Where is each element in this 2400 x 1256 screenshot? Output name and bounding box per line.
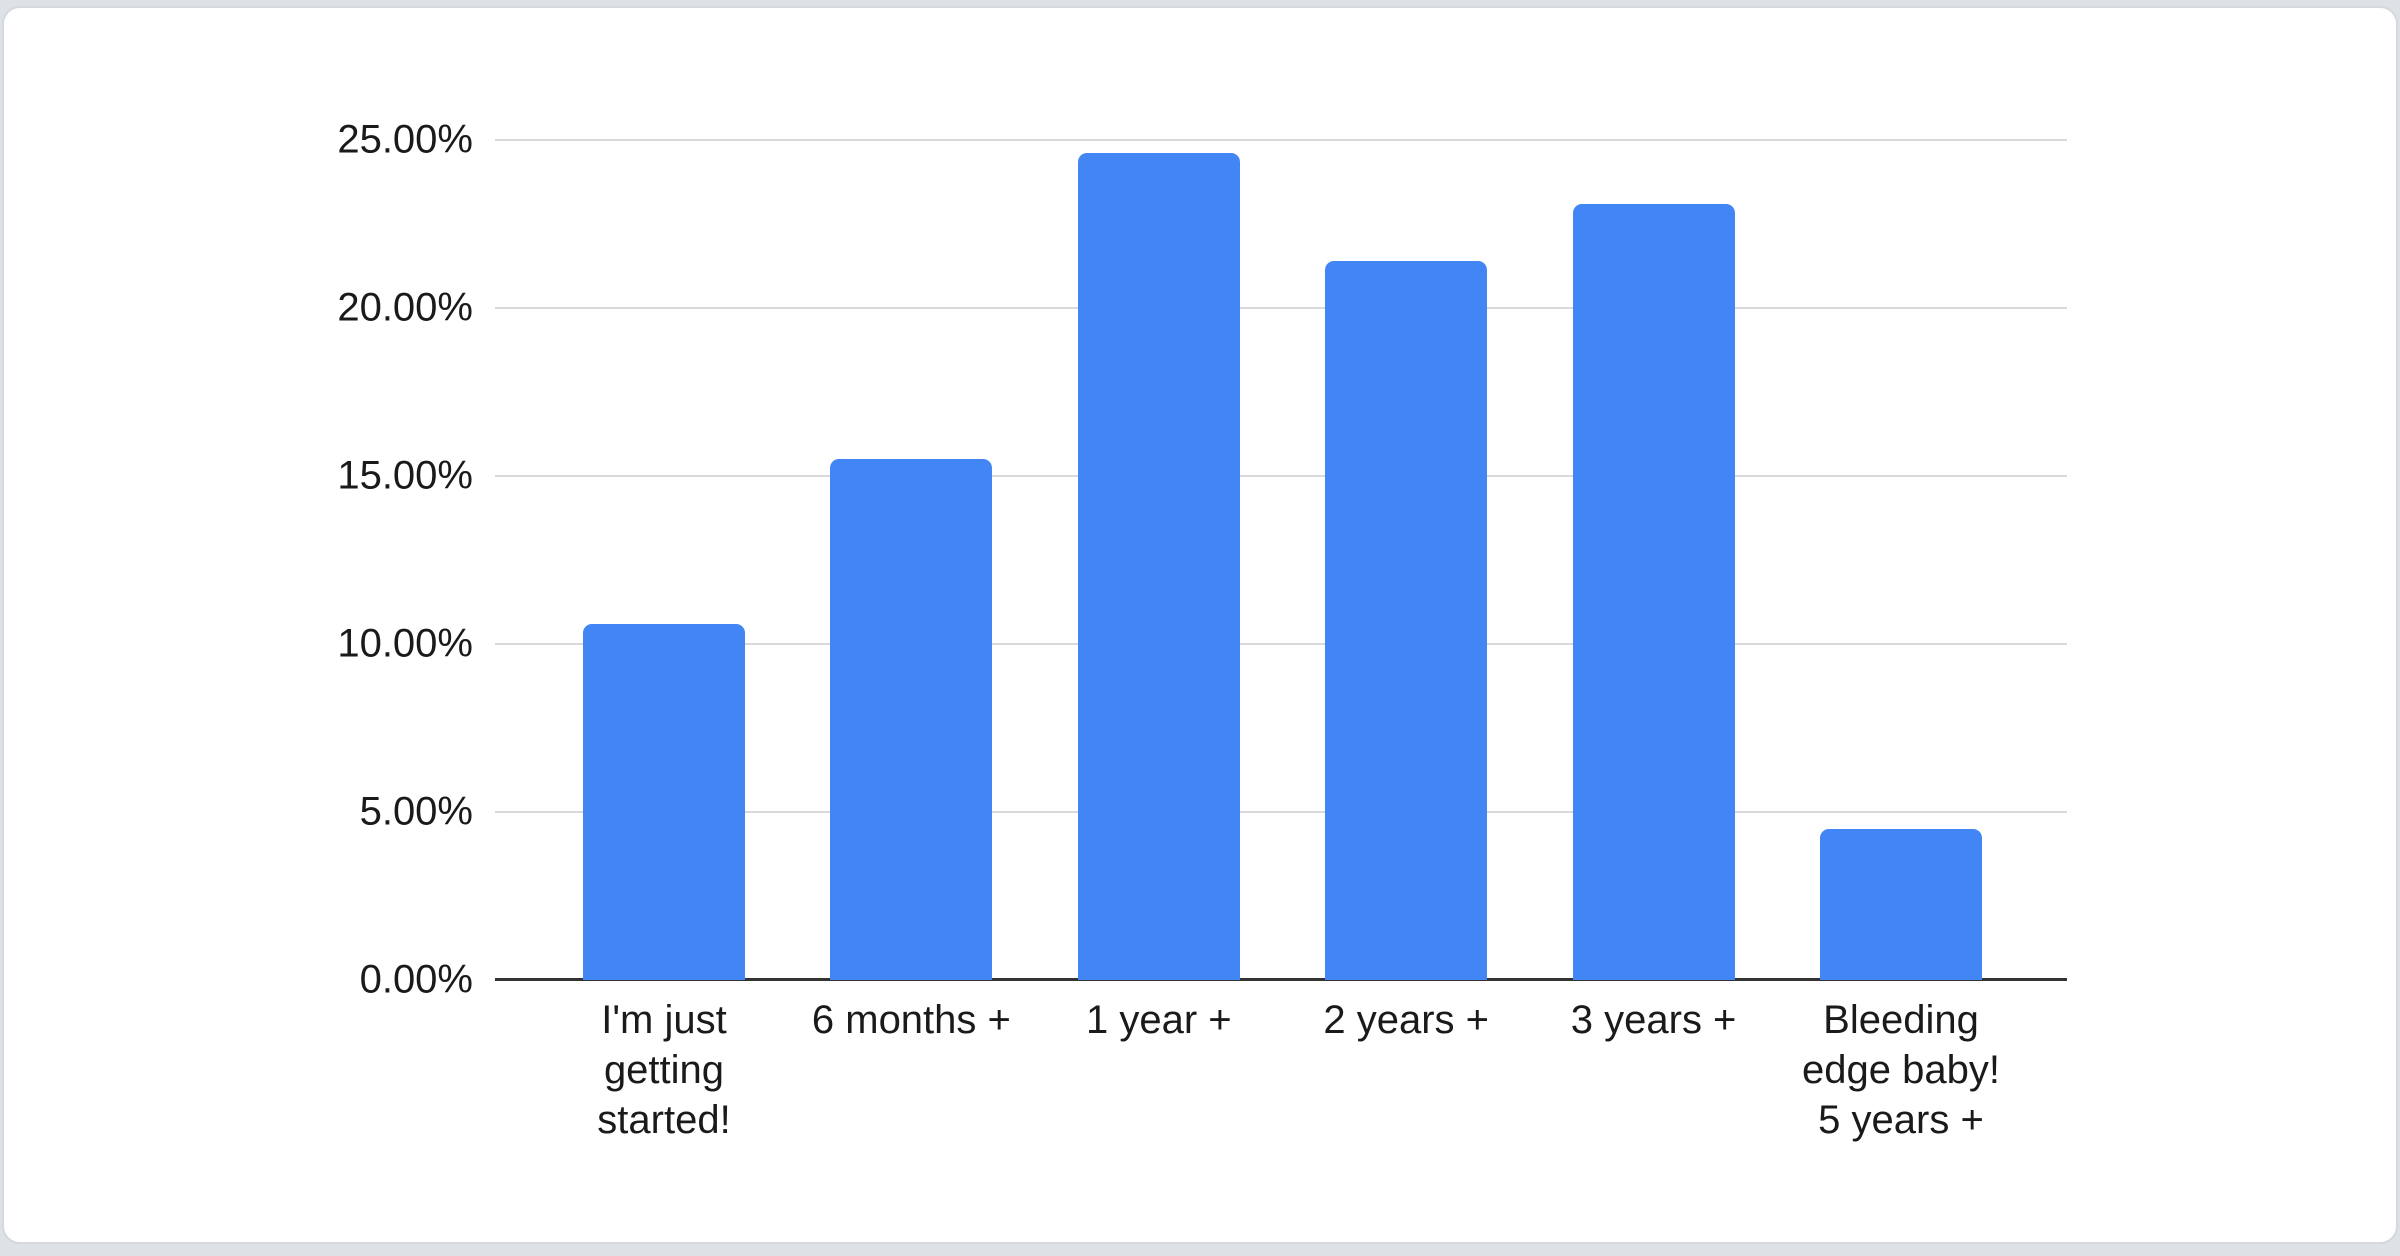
gridline	[495, 643, 2067, 645]
x-tick-label: Bleeding edge baby! 5 years +	[1802, 998, 2000, 1142]
bar	[583, 623, 745, 980]
gridline	[495, 139, 2067, 141]
bar	[1820, 828, 1982, 980]
y-tick-label: 10.00%	[337, 621, 473, 666]
gridline	[495, 475, 2067, 477]
bar	[1077, 153, 1240, 980]
bar	[1325, 260, 1488, 980]
y-tick-label: 25.00%	[337, 117, 473, 162]
x-tick-label: 6 months +	[811, 998, 1011, 1042]
x-tick-label: I'm just getting started!	[597, 998, 731, 1142]
y-tick-label: 15.00%	[337, 453, 473, 498]
gridline	[495, 307, 2067, 309]
y-tick-label: 0.00%	[359, 957, 473, 1002]
x-tick-label: 1 year +	[1085, 998, 1232, 1042]
x-axis-line	[495, 978, 2067, 981]
y-tick-label: 5.00%	[359, 789, 473, 834]
gridline	[495, 811, 2067, 813]
bar	[1572, 203, 1735, 980]
x-tick-label: 2 years +	[1323, 998, 1490, 1042]
y-tick-label: 20.00%	[337, 285, 473, 330]
bar	[830, 459, 993, 980]
x-tick-label: 3 years +	[1570, 998, 1737, 1042]
